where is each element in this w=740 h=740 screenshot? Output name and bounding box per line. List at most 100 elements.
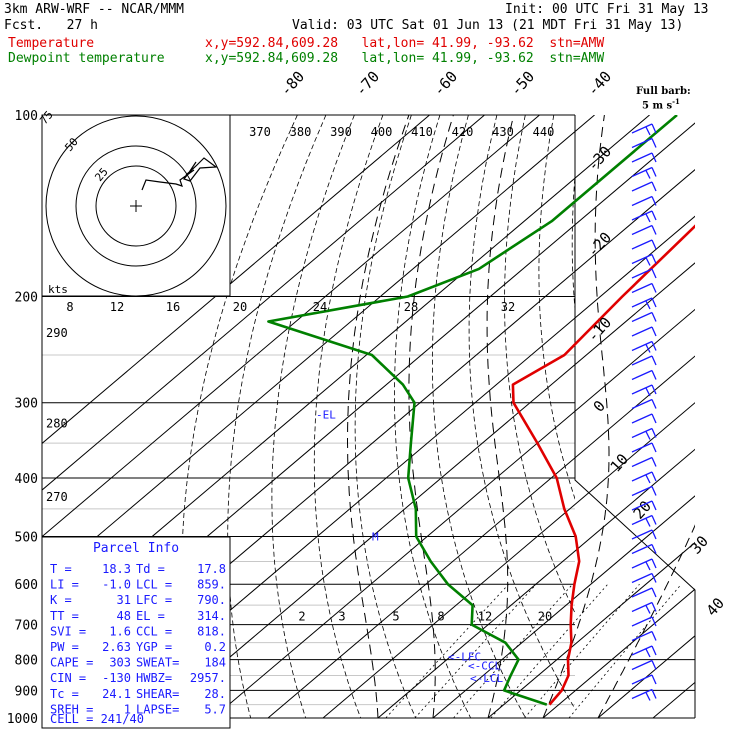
parcel-row-label: YGP = bbox=[136, 640, 172, 654]
pressure-label: 500 bbox=[15, 530, 38, 545]
isotherm-line bbox=[42, 115, 595, 584]
valid-time: Valid: 03 UTC Sat 01 Jun 13 (21 MDT Fri … bbox=[292, 18, 684, 33]
wind-barb bbox=[631, 674, 657, 685]
wind-barb bbox=[631, 442, 657, 453]
theta-e-label: 430 bbox=[492, 125, 514, 139]
parcel-row-label: PW = bbox=[50, 640, 79, 654]
parcel-row-value: 31 bbox=[117, 593, 131, 607]
isotherm-label: -20 bbox=[584, 228, 616, 260]
pressure-label: 100 bbox=[15, 109, 38, 124]
speed-scale-label: 16 bbox=[166, 300, 180, 314]
theta-e-label: 370 bbox=[249, 125, 271, 139]
pressure-label: 400 bbox=[15, 472, 38, 487]
mixing-ratio-line bbox=[490, 583, 609, 719]
parcel-row-label: EL = bbox=[136, 609, 165, 623]
parcel-info-panel bbox=[41, 536, 231, 729]
wind-barb bbox=[631, 645, 657, 658]
isotherm-label: -10 bbox=[584, 313, 616, 345]
wind-barb bbox=[631, 413, 657, 424]
dry-adiabat-line bbox=[504, 115, 575, 614]
theta-e-label: 420 bbox=[452, 125, 474, 139]
hodograph-trace bbox=[141, 157, 218, 191]
dry-adiabat-line bbox=[605, 115, 740, 718]
wind-barb bbox=[631, 282, 657, 294]
isotherm-label: -40 bbox=[584, 67, 616, 99]
parcel-row-value: -1.0 bbox=[102, 578, 131, 592]
isotherm-label: -50 bbox=[507, 67, 539, 99]
parcel-row-label: SWEAT= bbox=[136, 656, 179, 670]
wind-barb bbox=[631, 630, 657, 642]
parcel-row-value: 184 bbox=[204, 656, 226, 670]
parcel-row-label: LAPSE= bbox=[136, 702, 179, 716]
parcel-row-label: Tc = bbox=[50, 687, 79, 701]
barb-key-title: Full barb: bbox=[636, 86, 691, 97]
parcel-row-value: 1 bbox=[124, 702, 131, 716]
pressure-label: 200 bbox=[15, 291, 38, 306]
wind-barb bbox=[631, 355, 657, 366]
theta-e-label: 400 bbox=[371, 125, 393, 139]
level-annotation: <-LFC bbox=[448, 650, 481, 663]
wind-barb bbox=[631, 239, 657, 250]
wind-barb bbox=[631, 485, 657, 497]
wind-barb bbox=[631, 529, 657, 540]
forecast-hour: Fcst. 27 h bbox=[4, 18, 98, 33]
pressure-label: 900 bbox=[15, 684, 38, 699]
isotherm-line bbox=[487, 541, 695, 719]
moist-adiabat-line bbox=[408, 115, 454, 719]
wind-barb bbox=[631, 224, 657, 236]
theta-e-label: 410 bbox=[411, 125, 433, 139]
mixing-ratio-label: 2 bbox=[298, 610, 305, 624]
parcel-row-label: HWBZ= bbox=[136, 671, 172, 685]
dry-adiabat-line bbox=[725, 115, 740, 718]
isotherm-label: -70 bbox=[352, 67, 384, 99]
isotherm-line bbox=[42, 115, 485, 491]
theta-label: 280 bbox=[46, 417, 68, 431]
dry-adiabat-line bbox=[431, 115, 527, 719]
dry-adiabat-line bbox=[354, 115, 417, 719]
wind-barb bbox=[631, 297, 657, 310]
mixing-ratio-label: 3 bbox=[338, 610, 345, 624]
hodograph-ring bbox=[95, 165, 177, 247]
isotherm-line bbox=[157, 262, 695, 719]
hodograph-ring bbox=[45, 115, 227, 297]
temperature-profile-line bbox=[511, 224, 695, 706]
parcel-row-label: CCL = bbox=[136, 624, 172, 638]
wind-barb bbox=[631, 210, 657, 223]
hodograph-unit-label: kts bbox=[48, 283, 68, 296]
parcel-row-label: SHEAR= bbox=[136, 687, 179, 701]
mixing-ratio-line bbox=[568, 583, 682, 719]
isotherm-line bbox=[42, 115, 430, 445]
wind-barb bbox=[631, 123, 657, 136]
pressure-label: 300 bbox=[15, 397, 38, 412]
parcel-row-value: 303 bbox=[109, 656, 131, 670]
speed-scale-label: 8 bbox=[66, 300, 73, 314]
isotherm-line bbox=[267, 355, 695, 719]
parcel-row-value: 1.6 bbox=[109, 624, 131, 638]
wind-barb bbox=[631, 558, 657, 571]
wind-barb bbox=[631, 427, 657, 440]
dry-adiabat-line bbox=[271, 115, 355, 719]
dry-adiabat-line bbox=[636, 115, 740, 718]
parcel-row-value: 24.1 bbox=[102, 687, 131, 701]
parcel-info-title: Parcel Info bbox=[93, 541, 179, 556]
level-annotation: -EL bbox=[316, 409, 336, 422]
level-annotation: <-LCL bbox=[470, 672, 503, 685]
wind-barb bbox=[631, 369, 657, 381]
parcel-row-value: -130 bbox=[102, 671, 131, 685]
wind-barb bbox=[631, 543, 657, 555]
isotherm-line bbox=[652, 681, 695, 719]
speed-scale-label: 12 bbox=[110, 300, 124, 314]
wind-barb bbox=[631, 688, 657, 701]
wind-barb bbox=[631, 152, 657, 163]
dry-adiabat-line bbox=[696, 115, 740, 718]
moist-adiabat-line bbox=[542, 115, 610, 719]
wind-barb bbox=[631, 268, 657, 279]
parcel-row-label: CIN = bbox=[50, 671, 86, 685]
theta-label: 270 bbox=[46, 490, 68, 504]
right-boundary-line bbox=[574, 115, 696, 718]
dewpoint-profile-line bbox=[267, 115, 678, 706]
parcel-row-value: 314. bbox=[197, 609, 226, 623]
parcel-row-value: 0.2 bbox=[204, 640, 226, 654]
speed-scale-label: 32 bbox=[501, 300, 515, 314]
